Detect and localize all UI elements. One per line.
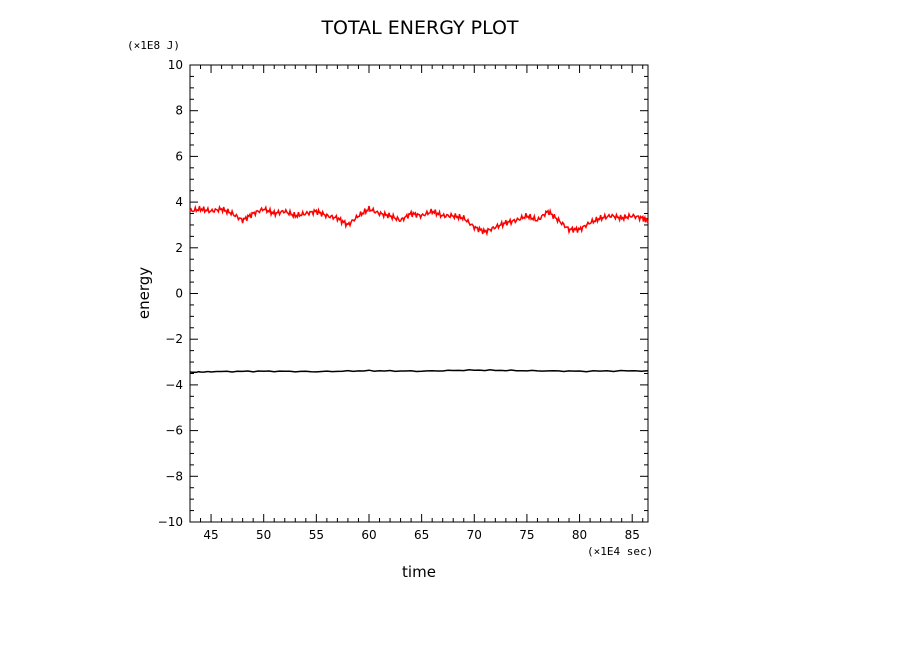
y-tick-label: −2	[165, 332, 183, 346]
y-tick-label: −4	[165, 378, 183, 392]
x-tick-label: 50	[256, 528, 271, 542]
x-tick-label: 80	[572, 528, 587, 542]
x-tick-label: 70	[467, 528, 482, 542]
x-tick-label: 75	[519, 528, 534, 542]
x-tick-label: 60	[361, 528, 376, 542]
y-tick-label: −10	[158, 515, 183, 529]
y-tick-label: 8	[175, 104, 183, 118]
y-tick-label: 0	[175, 287, 183, 301]
y-tick-label: 6	[175, 149, 183, 163]
y-tick-label: 2	[175, 241, 183, 255]
y-tick-label: 10	[168, 58, 183, 72]
series-line-2	[189, 368, 649, 374]
x-tick-label: 55	[309, 528, 324, 542]
y-tick-label: 4	[175, 195, 183, 209]
y-unit-label: (×1E8 J)	[127, 39, 180, 52]
x-unit-label: (×1E4 sec)	[587, 545, 653, 558]
chart-title: TOTAL ENERGY PLOT	[320, 17, 518, 39]
x-axis-label: time	[402, 563, 436, 581]
x-tick-label: 85	[625, 528, 640, 542]
plot-frame	[189, 64, 649, 523]
series-line-1	[189, 204, 649, 237]
y-axis-label: energy	[135, 267, 153, 319]
x-tick-label: 45	[203, 528, 218, 542]
y-tick-label: −8	[165, 469, 183, 483]
x-tick-label: 65	[414, 528, 429, 542]
y-tick-label: −6	[165, 424, 183, 438]
